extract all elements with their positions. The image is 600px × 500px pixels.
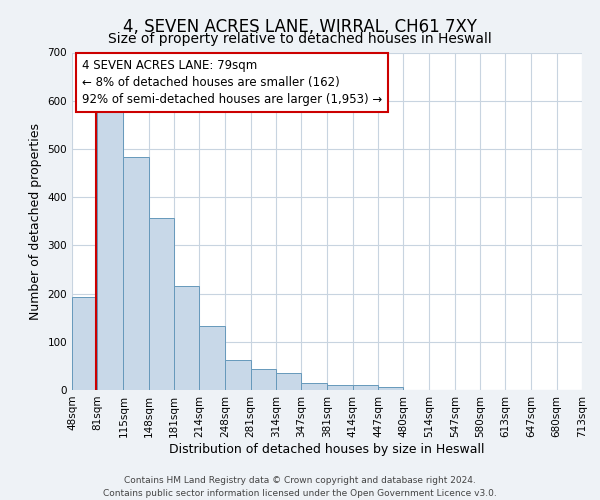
- Bar: [124, 156, 149, 390]
- Bar: [174, 286, 199, 390]
- X-axis label: Distribution of detached houses by size in Heswall: Distribution of detached houses by size …: [169, 442, 485, 456]
- Text: 4 SEVEN ACRES LANE: 79sqm
← 8% of detached houses are smaller (162)
92% of semi-: 4 SEVEN ACRES LANE: 79sqm ← 8% of detach…: [82, 59, 382, 106]
- Bar: [251, 369, 276, 390]
- Bar: [353, 385, 378, 390]
- Bar: [378, 386, 403, 390]
- Bar: [72, 297, 97, 390]
- Bar: [226, 360, 251, 390]
- Text: Size of property relative to detached houses in Heswall: Size of property relative to detached ho…: [108, 32, 492, 46]
- Bar: [97, 110, 124, 390]
- Bar: [149, 218, 174, 390]
- Bar: [301, 383, 328, 390]
- Y-axis label: Number of detached properties: Number of detached properties: [29, 122, 42, 320]
- Bar: [276, 373, 301, 390]
- Bar: [199, 326, 226, 390]
- Bar: [328, 385, 353, 390]
- Text: Contains HM Land Registry data © Crown copyright and database right 2024.
Contai: Contains HM Land Registry data © Crown c…: [103, 476, 497, 498]
- Text: 4, SEVEN ACRES LANE, WIRRAL, CH61 7XY: 4, SEVEN ACRES LANE, WIRRAL, CH61 7XY: [123, 18, 477, 36]
